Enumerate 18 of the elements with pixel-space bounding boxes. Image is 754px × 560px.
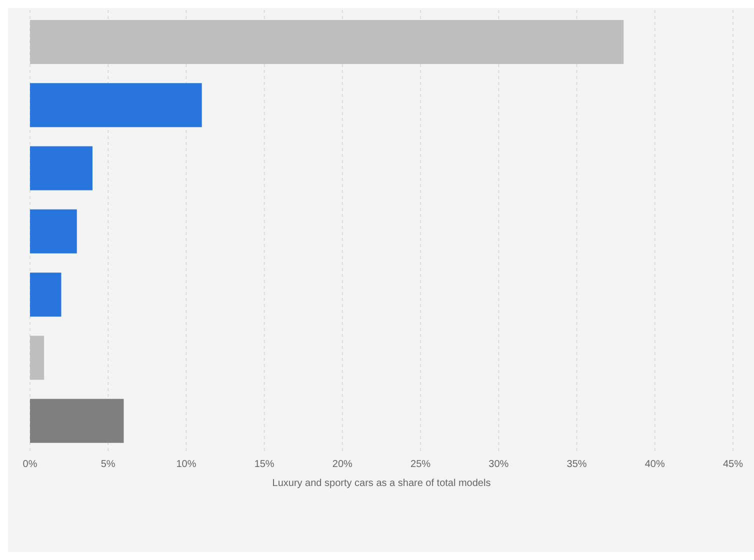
x-tick-label: 40% [644, 459, 666, 470]
x-tick-label: 45% [722, 459, 744, 470]
x-tick-label: 0% [22, 459, 38, 470]
bar [30, 20, 624, 64]
bar [30, 83, 202, 128]
x-axis-title: Luxury and sporty cars as a share of total models [272, 478, 491, 489]
bar [30, 336, 44, 380]
bar [30, 272, 62, 317]
x-tick-label: 15% [254, 459, 274, 470]
x-tick-label: 10% [176, 459, 196, 470]
bar [30, 146, 92, 190]
x-tick-label: 20% [332, 459, 353, 470]
x-tick-label: 25% [410, 459, 431, 470]
x-tick-label: 35% [566, 459, 587, 470]
bar [30, 209, 77, 254]
x-tick-label: 5% [100, 459, 116, 470]
x-tick-label: 30% [488, 459, 509, 470]
bar [30, 398, 124, 443]
